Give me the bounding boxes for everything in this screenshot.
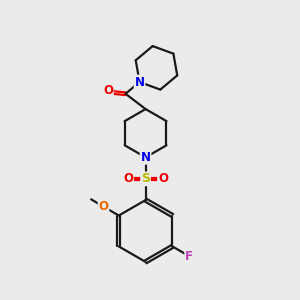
Text: O: O [158,172,168,185]
Text: O: O [98,200,109,213]
Text: O: O [103,84,113,97]
Text: N: N [135,76,145,88]
Text: O: O [123,172,133,185]
Text: S: S [141,172,150,185]
Text: F: F [185,250,193,263]
Text: N: N [141,151,151,164]
